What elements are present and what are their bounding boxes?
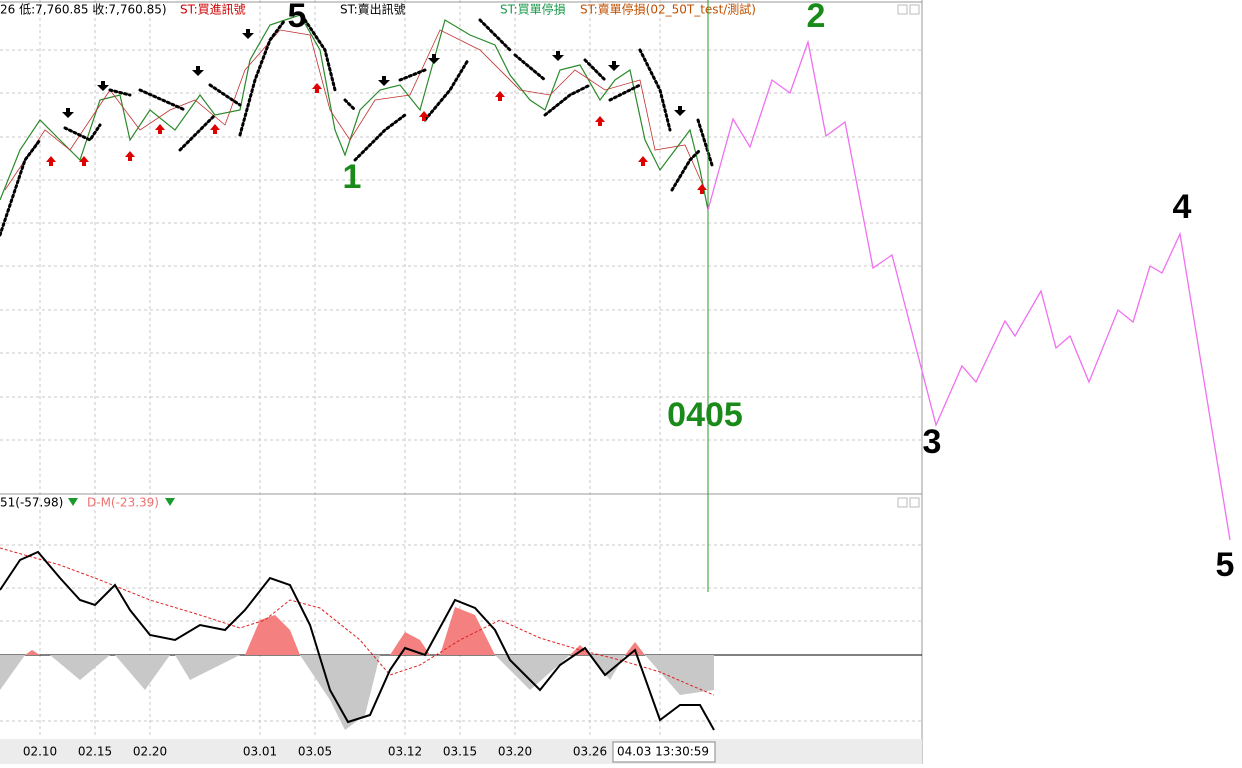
x-axis-labels: 02.10 02.15 02.20 03.01 03.05 03.12 03.15 03.20… (23, 741, 716, 763)
wave-label: 2 (807, 0, 826, 35)
oscillator-line (0, 550, 715, 731)
panel-button[interactable] (909, 497, 920, 508)
price-line (0, 14, 709, 211)
wave-label: 5 (288, 0, 307, 35)
wave-label: 1 (343, 158, 362, 196)
x-tick-label: 03.12 (388, 745, 422, 759)
panel-button[interactable] (897, 4, 908, 15)
panel-button[interactable] (909, 4, 920, 15)
x-tick-label: 02.15 (78, 745, 112, 759)
x-tick-label: 02.10 (23, 745, 57, 759)
osc-label: 51(-57.98) (0, 496, 63, 510)
buy-arrows (46, 83, 707, 194)
ohlc-text: 26 低:7,760.85 收:7,760.85) (0, 3, 167, 17)
wave-label: 3 (923, 423, 942, 461)
cursor-time-box (612, 741, 716, 763)
dm-label: D-M(-23.39) (87, 496, 159, 510)
x-tick-label: 03.15 (443, 745, 477, 759)
x-tick-label: 03.26 (573, 745, 607, 759)
x-tick-label: 03.05 (298, 745, 332, 759)
legend-buy-stop: ST:買單停損 (500, 2, 566, 17)
price-line (4, 29, 706, 191)
x-tick-label: 04.03 13:30:59 (617, 745, 709, 759)
legend-sell-stop: ST:賣單停損(02_50T_test/測試) (580, 2, 756, 17)
wave-label: 4 (1173, 188, 1192, 226)
histogram-positive (25, 607, 645, 655)
signal-line (0, 547, 715, 696)
down-arrow (165, 498, 175, 506)
sar-dots (0, 18, 714, 237)
histogram-negative (0, 655, 714, 730)
panel-button[interactable] (897, 497, 908, 508)
grid (0, 0, 922, 738)
down-arrow (68, 498, 78, 506)
date-label: 0405 (667, 396, 743, 434)
wave-projection (707, 39, 1231, 541)
x-tick-label: 02.20 (133, 745, 167, 759)
legend-buy: ST:買進訊號 (180, 2, 246, 17)
time-axis (0, 739, 922, 764)
x-tick-label: 03.01 (243, 745, 277, 759)
legend-sell: ST:賣出訊號 (340, 2, 406, 17)
x-tick-label: 03.20 (498, 745, 532, 759)
sell-arrows (62, 29, 686, 118)
wave-label: 5 (1216, 546, 1235, 584)
